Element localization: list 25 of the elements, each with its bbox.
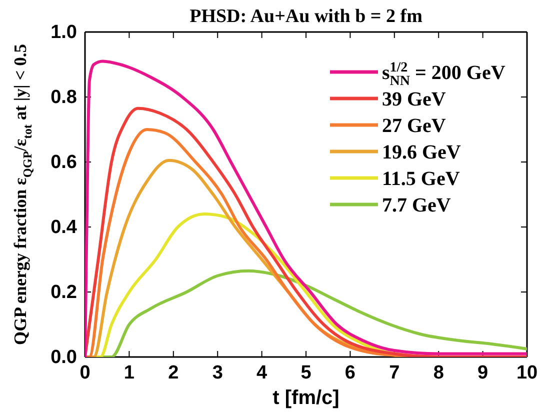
legend-label: s$^{1/2}$$_{NN}$ = 200 GeV	[382, 60, 506, 89]
y-tick-label: 0.8	[50, 87, 77, 108]
chart-title: PHSD: Au+Au with b = 2 fm	[190, 6, 423, 27]
legend-label: 39 GeV	[382, 88, 446, 110]
legend-label: 11.5 GeV	[382, 168, 460, 190]
x-tick-label: 8	[433, 362, 444, 384]
y-tick-label: 0.2	[50, 282, 77, 304]
y-tick-label: 1.0	[50, 22, 77, 44]
x-tick-label: 2	[168, 362, 179, 384]
x-tick-label: 1	[124, 362, 135, 384]
legend-label: 7.7 GeV	[382, 194, 452, 216]
x-tick-label: 7	[389, 362, 400, 384]
y-tick-label: 0.6	[50, 152, 77, 174]
legend-label: 19.6 GeV	[382, 142, 462, 164]
x-tick-label: 10	[516, 362, 538, 384]
x-axis-title: t [fm/c]	[272, 387, 340, 409]
y-tick-label: 0.0	[50, 347, 77, 368]
legend-label: 27 GeV	[382, 115, 446, 137]
x-tick-label: 4	[256, 362, 268, 384]
y-tick-label: 0.4	[50, 217, 78, 238]
x-tick-label: 9	[478, 362, 488, 384]
x-tick-label: 6	[344, 362, 356, 384]
x-tick-label: 3	[212, 362, 223, 384]
x-tick-label: 5	[300, 362, 312, 384]
x-tick-label: 0	[80, 362, 90, 384]
